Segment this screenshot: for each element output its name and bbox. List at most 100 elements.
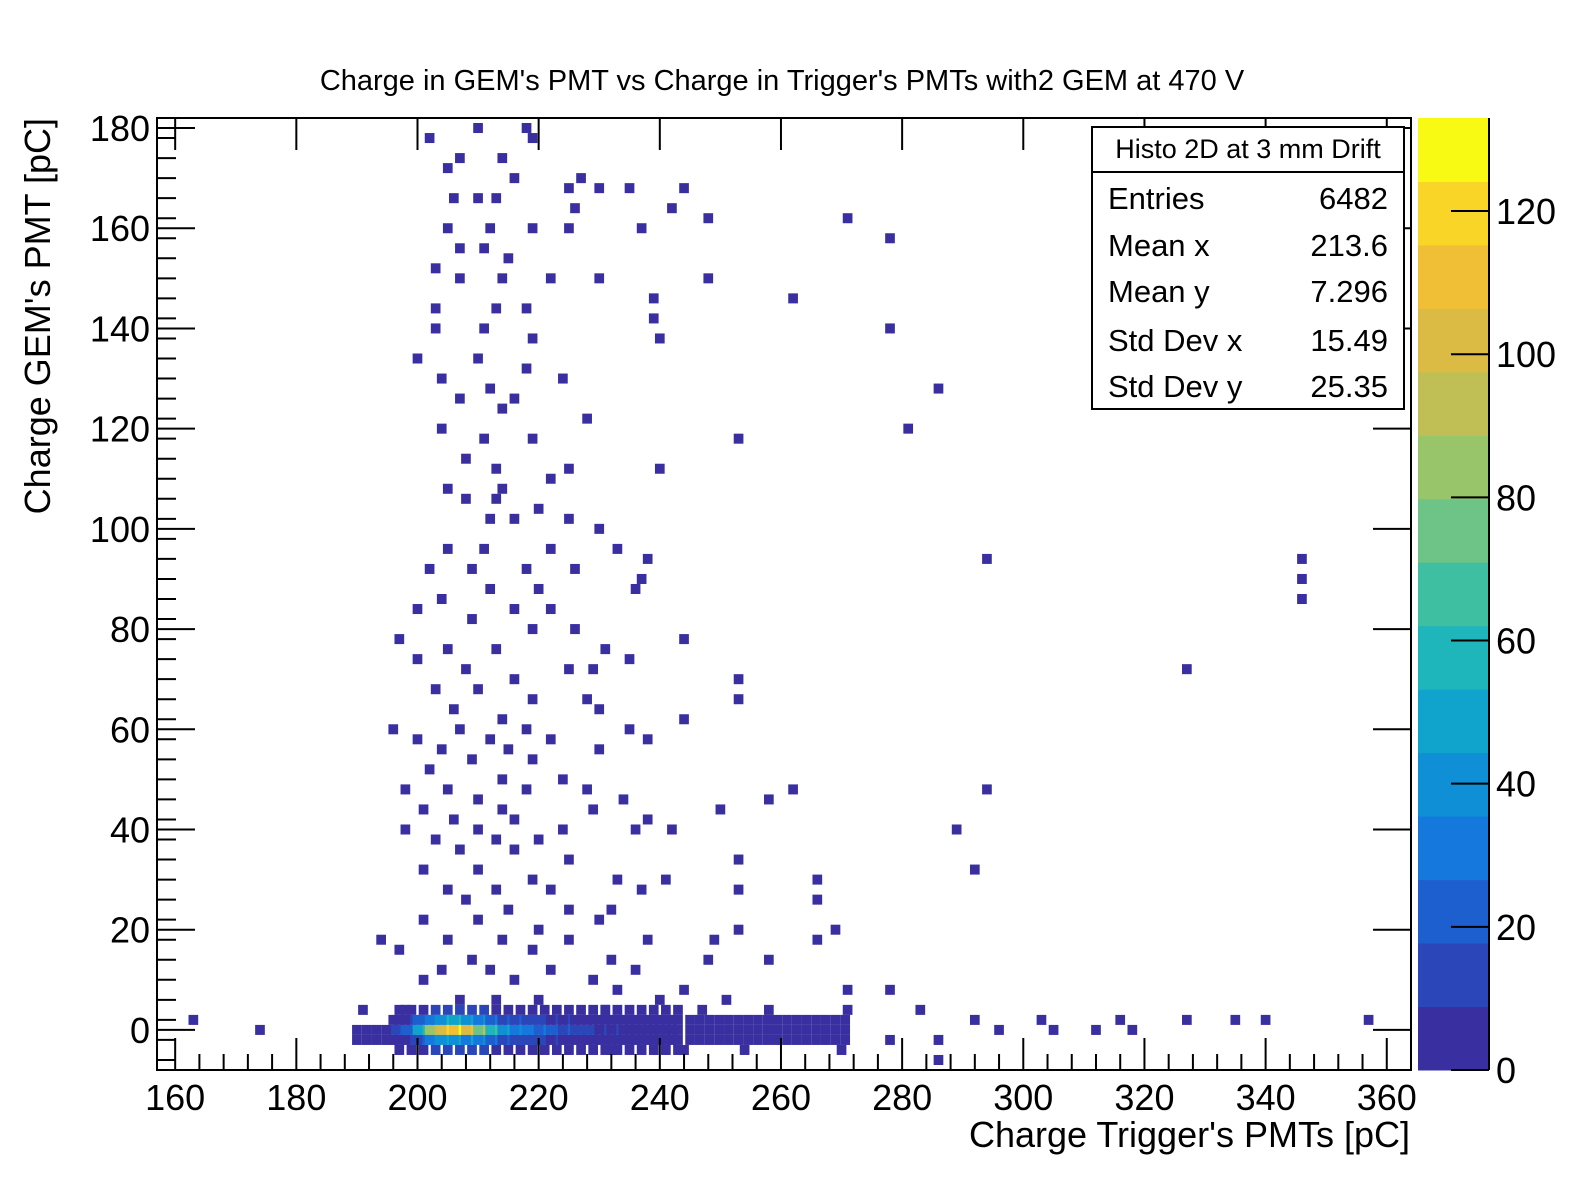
heatmap-cell <box>801 1024 812 1035</box>
heatmap-cell <box>424 133 435 144</box>
heatmap-cell <box>624 1034 635 1045</box>
heatmap-cell <box>497 153 508 164</box>
heatmap-cell <box>461 894 471 905</box>
heatmap-cell <box>801 1014 812 1025</box>
heatmap-cell <box>982 784 992 795</box>
heatmap-cell <box>820 1034 831 1045</box>
heatmap-cell <box>509 1034 520 1045</box>
heatmap-cell <box>400 1024 411 1035</box>
colorbar-segment <box>1418 118 1489 182</box>
heatmap-cell <box>811 1024 821 1035</box>
colorbar-segment <box>1418 562 1489 627</box>
heatmap-cell <box>812 874 823 885</box>
heatmap-cell <box>455 1004 465 1015</box>
heatmap-cell <box>570 1024 580 1035</box>
heatmap-cell <box>842 213 853 224</box>
heatmap-cell <box>455 1014 465 1025</box>
heatmap-cell <box>461 1014 471 1025</box>
heatmap-cell <box>648 1014 659 1025</box>
heatmap-cell <box>491 834 502 845</box>
x-tick-label: 180 <box>266 1077 326 1118</box>
heatmap-cell <box>685 1014 695 1025</box>
heatmap-cell <box>762 1014 773 1025</box>
heatmap-cell <box>521 123 532 134</box>
heatmap-cell <box>667 1034 677 1045</box>
heatmap-cell <box>255 1024 265 1035</box>
heatmap-cell <box>545 1024 556 1035</box>
heatmap-cell <box>479 433 489 444</box>
heatmap-cell <box>714 1034 725 1045</box>
heatmap-cell <box>576 1024 586 1035</box>
heatmap-cell <box>491 193 502 204</box>
heatmap-cell <box>533 994 544 1005</box>
heatmap-cell <box>564 183 574 194</box>
heatmap-cell <box>588 1024 599 1035</box>
colorbar-tick-label: 80 <box>1496 477 1536 518</box>
colorbar-segment <box>1418 435 1489 500</box>
heatmap-cell <box>381 1034 391 1045</box>
heatmap-cell <box>648 313 659 324</box>
colorbar-segment <box>1418 625 1489 690</box>
heatmap-cell <box>497 483 508 494</box>
y-tick-label: 60 <box>110 709 150 750</box>
heatmap-cell <box>788 293 798 304</box>
heatmap-cell <box>558 373 568 384</box>
heatmap-cell <box>430 1004 441 1015</box>
heatmap-cell <box>636 1044 647 1055</box>
heatmap-cell <box>485 1024 496 1035</box>
colorbar-segment <box>1418 498 1489 563</box>
y-axis-label: Charge GEM's PMT [pC] <box>17 118 58 514</box>
heatmap-cell <box>430 1034 441 1045</box>
heatmap-cell <box>1091 1024 1101 1035</box>
heatmap-cell <box>630 1024 641 1035</box>
colorbar-tick-label: 0 <box>1496 1050 1516 1091</box>
heatmap-cell <box>509 604 520 615</box>
heatmap-cell <box>842 1004 853 1015</box>
x-tick-label: 220 <box>509 1077 569 1118</box>
heatmap-cell <box>772 1014 783 1025</box>
heatmap-cell <box>600 1014 611 1025</box>
heatmap-cell <box>642 1024 653 1035</box>
heatmap-cell <box>594 273 605 284</box>
y-tick-label: 80 <box>110 609 150 650</box>
heatmap-cell <box>491 1024 502 1035</box>
heatmap-cell <box>673 1024 683 1035</box>
heatmap-cell <box>436 373 447 384</box>
heatmap-cell <box>969 864 980 875</box>
heatmap-cell <box>667 824 677 835</box>
heatmap-cell <box>1297 553 1307 564</box>
heatmap-cell <box>503 1034 514 1045</box>
stats-box-title: Histo 2D at 3 mm Drift <box>1115 134 1381 164</box>
y-tick-label: 120 <box>90 409 150 450</box>
heatmap-cell <box>461 664 471 675</box>
heatmap-cell <box>455 844 465 855</box>
colorbar-tick-label: 40 <box>1496 764 1536 805</box>
heatmap-cell <box>570 1014 580 1025</box>
heatmap-cell <box>442 884 453 895</box>
heatmap-cell <box>479 323 489 334</box>
heatmap-cell <box>491 1004 502 1015</box>
heatmap-cell <box>442 1034 453 1045</box>
x-tick-label: 360 <box>1357 1077 1417 1118</box>
heatmap-cell <box>491 463 502 474</box>
heatmap-cell <box>412 1024 423 1035</box>
heatmap-cell <box>564 664 574 675</box>
heatmap-cell <box>497 403 508 414</box>
heatmap-cell <box>545 273 556 284</box>
heatmap-cell <box>606 904 617 915</box>
heatmap-cell <box>479 1044 489 1055</box>
heatmap-cell <box>788 784 798 795</box>
heatmap-cell <box>545 734 556 745</box>
heatmap-cell <box>709 934 720 945</box>
heatmap-cell <box>703 954 714 965</box>
heatmap-cell <box>951 824 962 835</box>
heatmap-cell <box>576 1044 586 1055</box>
heatmap-cell <box>885 984 895 995</box>
heatmap-cell <box>933 1034 944 1045</box>
heatmap-cell <box>630 583 641 594</box>
heatmap-cell <box>400 1014 411 1025</box>
heatmap-cell <box>455 273 465 284</box>
heatmap-cell <box>648 1004 659 1015</box>
heatmap-cell <box>394 634 405 645</box>
heatmap-cell <box>430 1024 441 1035</box>
